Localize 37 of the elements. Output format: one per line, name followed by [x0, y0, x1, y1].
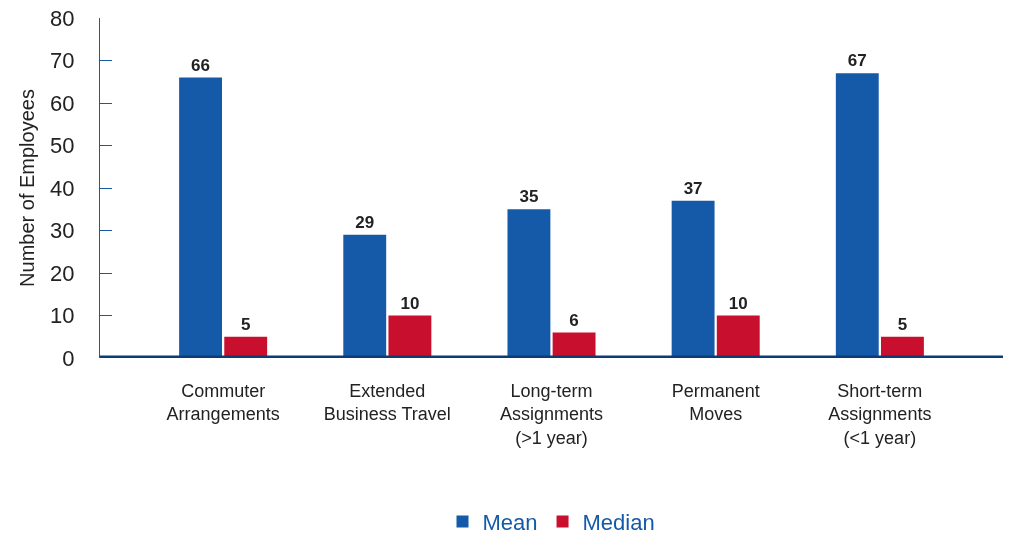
data-label: 37	[683, 178, 703, 198]
bar	[552, 332, 596, 358]
x-tick-label: Commuter Arrangements	[166, 381, 280, 425]
bar	[388, 315, 432, 358]
y-tick-label: 10	[50, 303, 75, 329]
y-axis-title: Number of Employees	[15, 89, 38, 287]
data-label: 10	[400, 293, 420, 313]
y-tick-label: 70	[50, 48, 75, 74]
data-label: 5	[240, 314, 251, 334]
y-tick-label: 50	[50, 133, 75, 159]
bar	[716, 315, 760, 358]
bar	[507, 209, 551, 358]
x-tick-label: Permanent Moves	[671, 381, 760, 425]
bar	[835, 73, 879, 358]
legend-label: Mean	[482, 510, 538, 536]
data-label: 29	[355, 212, 375, 232]
x-tick-label: Long-term Assignments (>1 year)	[499, 381, 604, 448]
legend-label: Median	[582, 510, 655, 536]
bar	[671, 200, 715, 358]
y-tick-label: 40	[50, 175, 75, 201]
y-tick-label: 80	[50, 5, 75, 31]
y-tick-label: 20	[50, 260, 75, 286]
bar	[179, 77, 223, 358]
data-label: 10	[728, 293, 748, 313]
data-label: 35	[519, 187, 539, 207]
y-tick-label: 0	[62, 345, 75, 371]
y-tick-label: 30	[50, 218, 75, 244]
y-tick-label: 60	[50, 90, 75, 116]
bar	[343, 234, 387, 358]
x-tick-label: Short-term Assignments (<1 year)	[828, 381, 932, 448]
bar	[224, 336, 268, 358]
data-label: 67	[847, 51, 867, 71]
data-label: 6	[569, 310, 579, 330]
bar	[880, 336, 924, 358]
data-label: 66	[191, 55, 211, 75]
data-label: 5	[897, 314, 908, 334]
x-tick-label: Extended Business Travel	[323, 381, 451, 425]
